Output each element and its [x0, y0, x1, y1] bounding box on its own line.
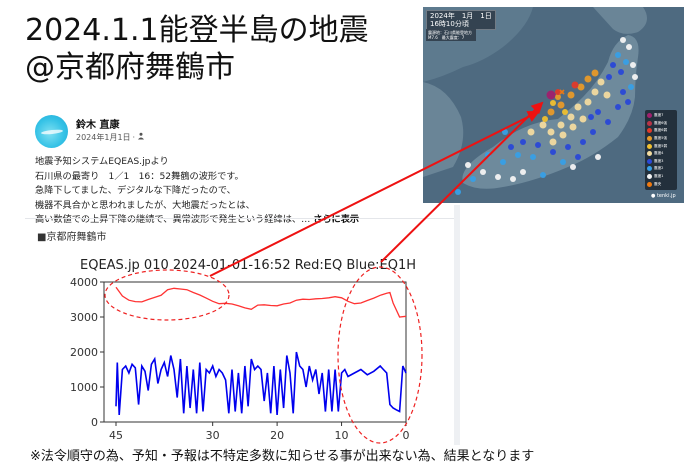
intensity-dot-icon	[647, 151, 652, 157]
legend-item: 震度5弱	[647, 142, 675, 150]
y-tick-label: 2000	[70, 346, 98, 359]
legend-label: 震央	[654, 181, 662, 186]
intensity-dot-icon	[647, 120, 652, 126]
legend-label: 震度6強	[654, 120, 668, 125]
author-name[interactable]: 鈴木 直康	[76, 120, 120, 131]
waveform-chart: 0 1000 2000 3000 4000 45 30 20 10 0	[70, 276, 410, 442]
intensity-dot-icon	[647, 143, 652, 149]
legend-label: 震度6弱	[654, 128, 668, 133]
x-tick-label: 20	[270, 429, 284, 442]
map-date: 2024年 1月 1日	[430, 12, 492, 20]
earthquake-intensity-map: 2024年 1月 1日 16時10分頃 震源地：石川県能登地方 M7.6 最大震…	[423, 7, 684, 203]
slide-title-line1: 2024.1.1能登半島の地震	[25, 13, 369, 48]
post-header: 鈴木 直康 2024年1月1日 ·	[35, 115, 145, 148]
legend-item: 震度4	[647, 150, 675, 158]
x-tick-label: 0	[403, 429, 410, 442]
map-epicenter: 震源地：石川県能登地方	[428, 30, 472, 35]
x-tick-label: 45	[109, 429, 123, 442]
intensity-legend: 震度7 震度6強震度6弱震度5強震度5弱震度4 震度3 震度2 震度1 震央	[645, 110, 677, 190]
post-date-row: 2024年1月1日 ·	[76, 132, 145, 144]
legend-item: 震度6強	[647, 120, 675, 128]
post-body: 地震予知システムEQEAS.jpより 石川県の最寄り 1／1 16：52舞鶴の波…	[35, 155, 359, 228]
legend-label: 震度2	[654, 166, 664, 171]
post-date[interactable]: 2024年1月1日	[76, 133, 131, 142]
see-more-link[interactable]: さらに表示	[313, 214, 360, 225]
legend-item: 震央	[647, 180, 675, 188]
intensity-dot-icon	[647, 166, 652, 172]
intensity-dot-icon	[647, 113, 652, 119]
date-separator: ·	[132, 133, 136, 142]
intensity-dot-icon	[647, 174, 652, 180]
legend-item: 震度7	[647, 112, 675, 120]
map-magnitude: M7.6 最大震度：7	[428, 35, 465, 40]
legend-item: 震度3	[647, 158, 675, 166]
y-tick-label: 1000	[70, 381, 98, 394]
post-line: 高い数値での上昇下降の継続で、異常波形で発生という経緯は、… さらに表示	[35, 213, 359, 228]
section-label: ■京都府舞鶴市	[37, 232, 107, 243]
legend-label: 震度7	[654, 113, 664, 118]
post-divider	[25, 218, 455, 219]
x-tick-label: 30	[206, 429, 220, 442]
intensity-dot-icon	[647, 158, 652, 164]
y-tick-label: 3000	[70, 311, 98, 324]
post-line: 急降下してました、デジタルな下降だったので、	[35, 185, 236, 196]
x-tick-label: 10	[335, 429, 349, 442]
card-scroll-edge	[454, 205, 460, 445]
map-datetime-badge: 2024年 1月 1日 16時10分頃	[426, 10, 496, 30]
people-icon	[137, 132, 145, 144]
legend-item: 震度6弱	[647, 127, 675, 135]
legend-label: 震度1	[654, 174, 664, 179]
tenki-logo-icon: ●	[651, 193, 656, 199]
y-tick-label: 0	[91, 416, 98, 429]
tenki-brand: ● tenki.jp	[651, 193, 676, 199]
legend-label: 震度4	[654, 151, 664, 156]
slide-title-line2: @京都府舞鶴市	[25, 50, 235, 85]
intensity-dot-icon	[647, 136, 652, 142]
footnote: ※法令順守の為、予知・予報は不特定多数に知らせる事が出来ない為、結果となります	[30, 449, 535, 464]
post-line: 機器不具合かと思われましたが、大地震だったとは、	[35, 199, 255, 211]
brand-text: tenki.jp	[656, 193, 676, 199]
map-quake-info: 震源地：石川県能登地方 M7.6 最大震度：7	[426, 29, 476, 41]
post-meta: 鈴木 直康 2024年1月1日 ·	[76, 119, 145, 144]
intensity-dot-icon	[647, 181, 652, 187]
post-line: 地震予知システムEQEAS.jpより	[35, 156, 169, 167]
legend-item: 震度5強	[647, 135, 675, 143]
post-line-text: 高い数値での上昇下降の継続で、異常波形で発生という経緯は、…	[35, 214, 311, 225]
legend-label: 震度5強	[654, 136, 668, 141]
slide-title: 2024.1.1能登半島の地震 @京都府舞鶴市	[25, 12, 369, 86]
map-time: 16時10分頃	[430, 20, 469, 28]
intensity-dot-icon	[647, 128, 652, 134]
legend-label: 震度3	[654, 158, 664, 163]
legend-label: 震度5弱	[654, 143, 668, 148]
legend-item: 震度2	[647, 165, 675, 173]
y-tick-label: 4000	[70, 276, 98, 289]
legend-item: 震度1	[647, 173, 675, 181]
post-line: 石川県の最寄り 1／1 16：52舞鶴の波形です。	[35, 170, 244, 182]
avatar[interactable]	[35, 115, 68, 148]
